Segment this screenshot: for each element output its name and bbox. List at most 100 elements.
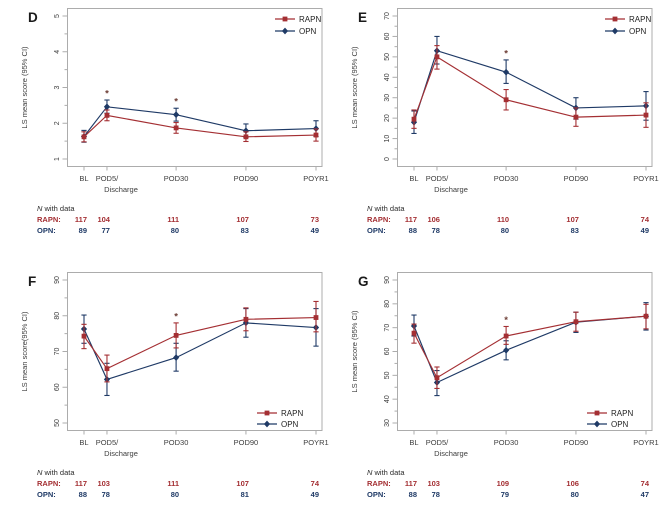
y-tick-label: 60 (384, 348, 391, 356)
n-value-rapn: 103 (427, 479, 440, 488)
n-row-label-rapn: RAPN: (367, 479, 391, 488)
y-tick-label: 70 (384, 12, 391, 20)
diamond-legend-marker-icon (593, 420, 601, 428)
series-line-opn (83, 322, 317, 381)
data-point-rapn (573, 319, 579, 325)
y-tick-label: 5 (54, 14, 61, 18)
panel-G-chart: G 30 40 50 60 70 80 90 LS mean score (95% CI) BL P… (350, 272, 659, 499)
n-row-label-opn: OPN: (367, 226, 386, 235)
x-tick-label: POD30 (494, 174, 519, 183)
significance-asterisk: * (174, 97, 178, 108)
x-tick-sublabel: Discharge (434, 185, 468, 194)
data-point-rapn (173, 125, 179, 131)
data-point-rapn (411, 116, 417, 122)
n-title-rest: with data (42, 204, 75, 213)
n-value-opn: 80 (501, 226, 509, 235)
n-value-rapn: 74 (311, 479, 320, 488)
n-with-data-title: N with data (367, 204, 405, 213)
legend-label: RAPN (611, 409, 633, 418)
diamond-legend-marker-icon (281, 27, 289, 35)
x-tick-label: POD30 (494, 438, 519, 447)
x-tick-label: POD90 (564, 174, 589, 183)
n-value-rapn: 104 (97, 215, 110, 224)
y-tick-label: 80 (54, 312, 61, 320)
n-value-opn: 80 (171, 490, 179, 499)
square-legend-marker-icon (264, 410, 270, 416)
n-value-rapn: 111 (167, 479, 179, 488)
legend-item-opn: OPN (605, 27, 647, 36)
n-value-opn: 89 (79, 226, 87, 235)
y-axis-title: LS mean score (95% CI) (350, 46, 359, 129)
significance-asterisk: * (105, 89, 109, 100)
legend-item-opn: OPN (275, 27, 317, 36)
n-value-rapn: 110 (497, 215, 509, 224)
panel-letter: E (358, 10, 367, 25)
data-point-opn (503, 68, 510, 76)
diamond-legend-marker-icon (611, 27, 619, 35)
n-value-opn: 81 (241, 490, 249, 499)
y-tick-label: 70 (54, 348, 61, 356)
panel-letter: D (28, 10, 38, 25)
y-tick-label: 50 (54, 419, 61, 427)
x-tick-label: POD90 (234, 174, 259, 183)
n-value-rapn: 107 (566, 215, 579, 224)
legend-item-opn: OPN (587, 420, 629, 429)
plot-frame (67, 272, 323, 431)
data-point-rapn (313, 132, 319, 138)
n-value-rapn: 106 (566, 479, 579, 488)
n-value-opn: 88 (79, 490, 87, 499)
data-point-rapn (173, 333, 179, 338)
n-with-data-title: N with data (367, 468, 405, 477)
legend-label: OPN (611, 420, 629, 429)
n-title-rest: with data (42, 468, 75, 477)
n-value-opn: 49 (641, 226, 649, 235)
n-with-data-title: N with data (37, 468, 75, 477)
n-value-opn: 78 (102, 490, 110, 499)
data-point-rapn (81, 134, 87, 140)
data-point-rapn (643, 112, 649, 118)
diamond-legend-marker-icon (263, 420, 271, 428)
n-value-rapn: 103 (97, 479, 110, 488)
significance-asterisk: * (174, 311, 178, 322)
n-title-italic: N (367, 468, 373, 477)
y-tick-label: 20 (384, 114, 391, 122)
n-value-rapn: 109 (497, 479, 510, 488)
square-legend-marker-icon (612, 16, 618, 22)
data-point-rapn (243, 316, 249, 322)
x-tick-label: POD30 (164, 438, 189, 447)
n-value-rapn: 117 (405, 215, 417, 224)
n-title-rest: with data (372, 468, 405, 477)
n-value-opn: 77 (102, 226, 110, 235)
x-tick-label: BL (79, 438, 88, 447)
x-tick-label: POYR1 (633, 174, 658, 183)
x-tick-label: POD90 (564, 438, 589, 447)
y-tick-label: 30 (384, 419, 391, 427)
x-tick-label: POD5/ (426, 438, 449, 447)
legend-label: RAPN (299, 15, 321, 24)
data-point-opn (242, 127, 250, 135)
series-line-opn (413, 315, 647, 384)
data-point-rapn (411, 330, 417, 336)
n-title-rest: with data (372, 204, 405, 213)
legend-item-rapn: RAPN (587, 409, 633, 418)
n-value-opn: 49 (311, 490, 319, 499)
series-line-rapn (413, 315, 647, 379)
x-tick-label: POD5/ (96, 438, 119, 447)
significance-asterisk: * (504, 48, 508, 59)
y-tick-label: 4 (54, 50, 61, 54)
x-tick-label: POD90 (234, 438, 259, 447)
data-point-rapn (573, 114, 579, 120)
n-value-opn: 47 (641, 490, 649, 499)
data-point-opn (503, 346, 510, 354)
data-point-opn (173, 111, 180, 119)
n-value-rapn: 117 (405, 479, 417, 488)
y-tick-label: 90 (54, 276, 61, 284)
data-point-rapn (643, 313, 649, 319)
panel-E: E 0 10 20 30 40 50 60 70 LS mean score (95% CI) BL… (330, 0, 660, 264)
n-value-opn: 80 (571, 490, 579, 499)
square-legend-marker-icon (594, 410, 600, 416)
n-value-opn: 49 (311, 226, 319, 235)
n-value-opn: 88 (409, 226, 417, 235)
y-tick-label: 50 (384, 53, 391, 61)
y-tick-label: 80 (384, 300, 391, 308)
